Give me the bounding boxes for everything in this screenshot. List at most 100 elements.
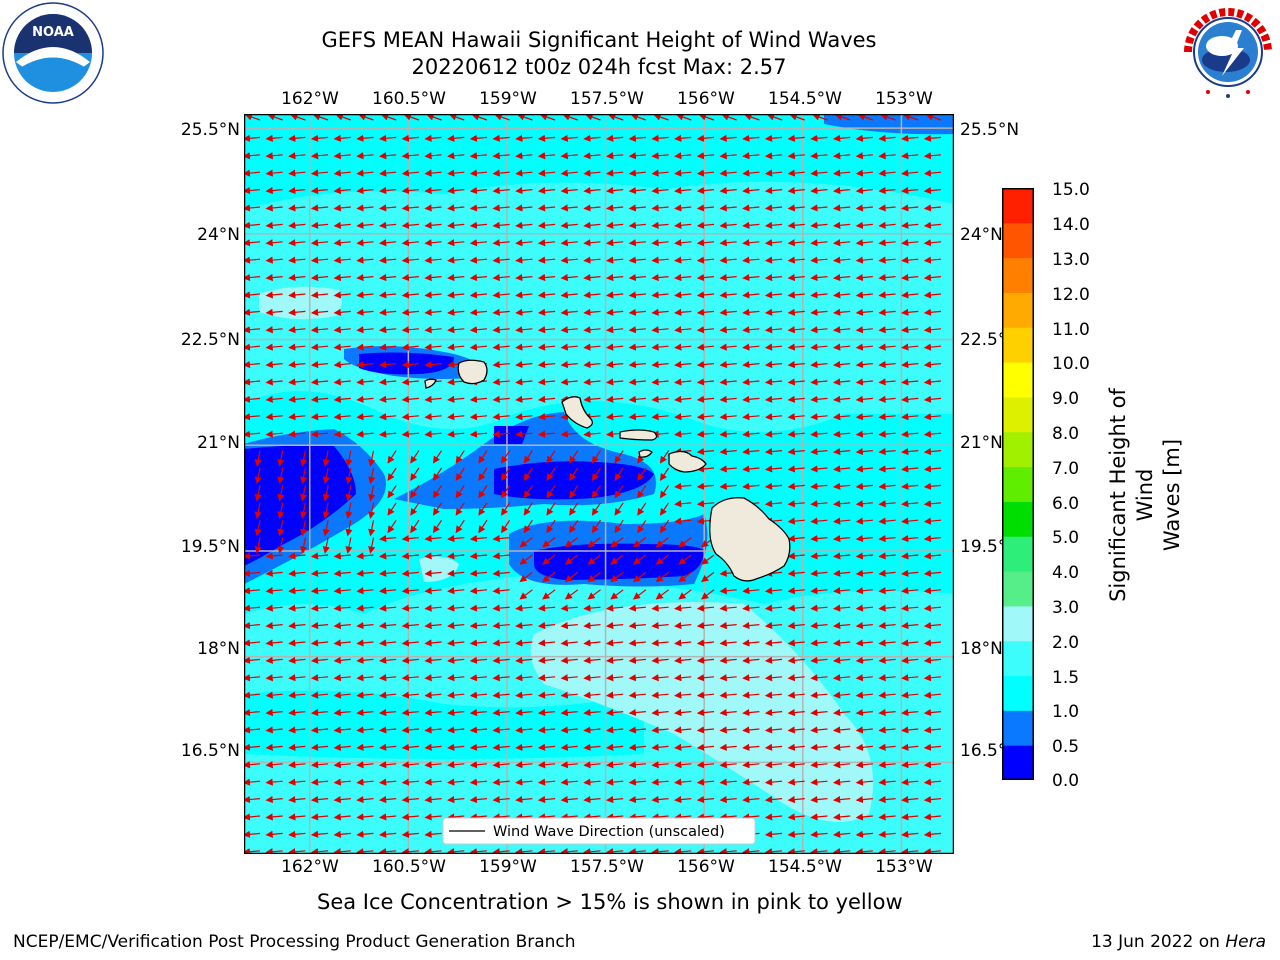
wave-arrow <box>560 604 578 612</box>
wave-arrow <box>432 502 443 516</box>
wave-arrow <box>606 326 624 334</box>
wave-arrow <box>492 134 510 142</box>
wave-arrow <box>265 308 283 316</box>
wave-arrow <box>878 482 896 490</box>
wave-arrow <box>742 343 760 351</box>
wave-arrow <box>833 186 851 195</box>
wave-arrow <box>696 430 715 438</box>
wave-arrow <box>345 467 353 485</box>
wave-arrow <box>901 569 919 577</box>
colorbar-swatch <box>1002 396 1034 433</box>
wave-arrow <box>833 360 851 369</box>
wave-arrow <box>381 114 397 121</box>
wave-arrow <box>583 221 601 229</box>
wave-arrow <box>379 239 397 247</box>
wave-arrow <box>923 534 942 543</box>
wave-arrow <box>833 447 851 456</box>
wave-arrow <box>424 587 442 595</box>
wave-arrow <box>310 169 329 177</box>
wave-arrow <box>678 537 692 548</box>
lat-label-left: 18°N <box>197 639 240 659</box>
wave-arrow <box>368 537 376 554</box>
wave-arrow <box>923 152 942 160</box>
wave-arrow <box>244 656 261 664</box>
wave-arrow <box>787 291 805 299</box>
wave-arrow <box>591 450 601 464</box>
wave-arrow <box>537 308 556 316</box>
wave-arrow <box>333 186 351 195</box>
wave-arrow <box>356 587 374 595</box>
wave-arrow <box>333 204 351 212</box>
wave-arrow <box>492 204 510 212</box>
wave-arrow <box>265 239 283 247</box>
wave-arrow <box>569 450 579 464</box>
wave-arrow <box>492 587 510 595</box>
wave-arrow <box>432 467 443 481</box>
colorbar-label: 6.0 <box>1052 494 1080 514</box>
wave-arrow <box>855 430 873 438</box>
colorbar-swatch <box>1002 362 1034 398</box>
wave-arrow <box>288 273 306 282</box>
wave-arrow <box>810 186 828 195</box>
wave-arrow <box>833 256 851 264</box>
wave-arrow <box>345 537 353 554</box>
lat-label-left: 24°N <box>197 225 240 245</box>
wave-arrow <box>492 378 510 386</box>
wave-arrow <box>288 413 306 421</box>
wave-arrow <box>810 447 828 456</box>
wave-arrow <box>447 256 465 264</box>
wave-arrow <box>537 239 556 247</box>
wave-arrow <box>519 589 533 600</box>
wave-arrow <box>288 186 306 195</box>
colorbar-label: 14.0 <box>1052 215 1090 235</box>
wave-arrow <box>719 413 737 421</box>
wave-arrow <box>492 169 510 177</box>
wave-arrow <box>300 502 308 519</box>
wave-arrow <box>447 656 465 664</box>
wave-arrow <box>401 152 419 160</box>
wave-arrow <box>410 502 420 516</box>
wave-arrow <box>855 587 873 595</box>
wave-arrow <box>833 395 851 403</box>
wave-arrow <box>583 239 601 247</box>
wave-arrow <box>696 465 715 473</box>
wave-arrow <box>674 656 692 664</box>
wave-arrow <box>401 430 419 438</box>
producer-credit: NCEP/EMC/Verification Post Processing Pr… <box>13 932 576 952</box>
wave-arrow <box>537 186 556 195</box>
wave-arrow <box>333 134 351 142</box>
wave-arrow <box>719 639 737 647</box>
wave-arrow <box>537 204 556 212</box>
lat-label-left: 19.5°N <box>180 537 240 557</box>
wave-arrow <box>923 552 942 560</box>
wave-arrow <box>696 204 715 212</box>
wave-arrow <box>651 656 669 664</box>
wave-arrow <box>606 604 624 612</box>
wave-arrow <box>764 395 783 403</box>
wave-arrow <box>855 343 873 351</box>
wave-arrow <box>265 326 283 334</box>
wave-arrow <box>478 502 488 516</box>
wave-arrow <box>810 500 828 508</box>
wave-arrow <box>564 589 579 600</box>
wave-arrow <box>628 204 646 212</box>
wave-arrow <box>833 569 851 577</box>
wave-arrow <box>469 134 488 142</box>
wave-arrow <box>742 413 760 421</box>
wave-arrow <box>855 360 873 369</box>
wave-arrow <box>424 152 442 160</box>
wave-arrow <box>244 114 261 121</box>
wave-arrow <box>539 114 556 121</box>
wave-arrow <box>719 204 737 212</box>
wave-arrow <box>277 537 285 554</box>
wave-arrow <box>764 656 783 664</box>
wave-arrow <box>401 621 419 630</box>
wave-arrow <box>455 450 465 464</box>
wave-arrow <box>356 413 374 421</box>
wave-arrow <box>787 273 805 282</box>
wave-arrow <box>277 485 285 502</box>
wave-arrow <box>310 360 329 369</box>
wave-arrow <box>628 256 646 264</box>
wave-arrow <box>288 395 306 403</box>
wave-arrow <box>333 656 351 664</box>
